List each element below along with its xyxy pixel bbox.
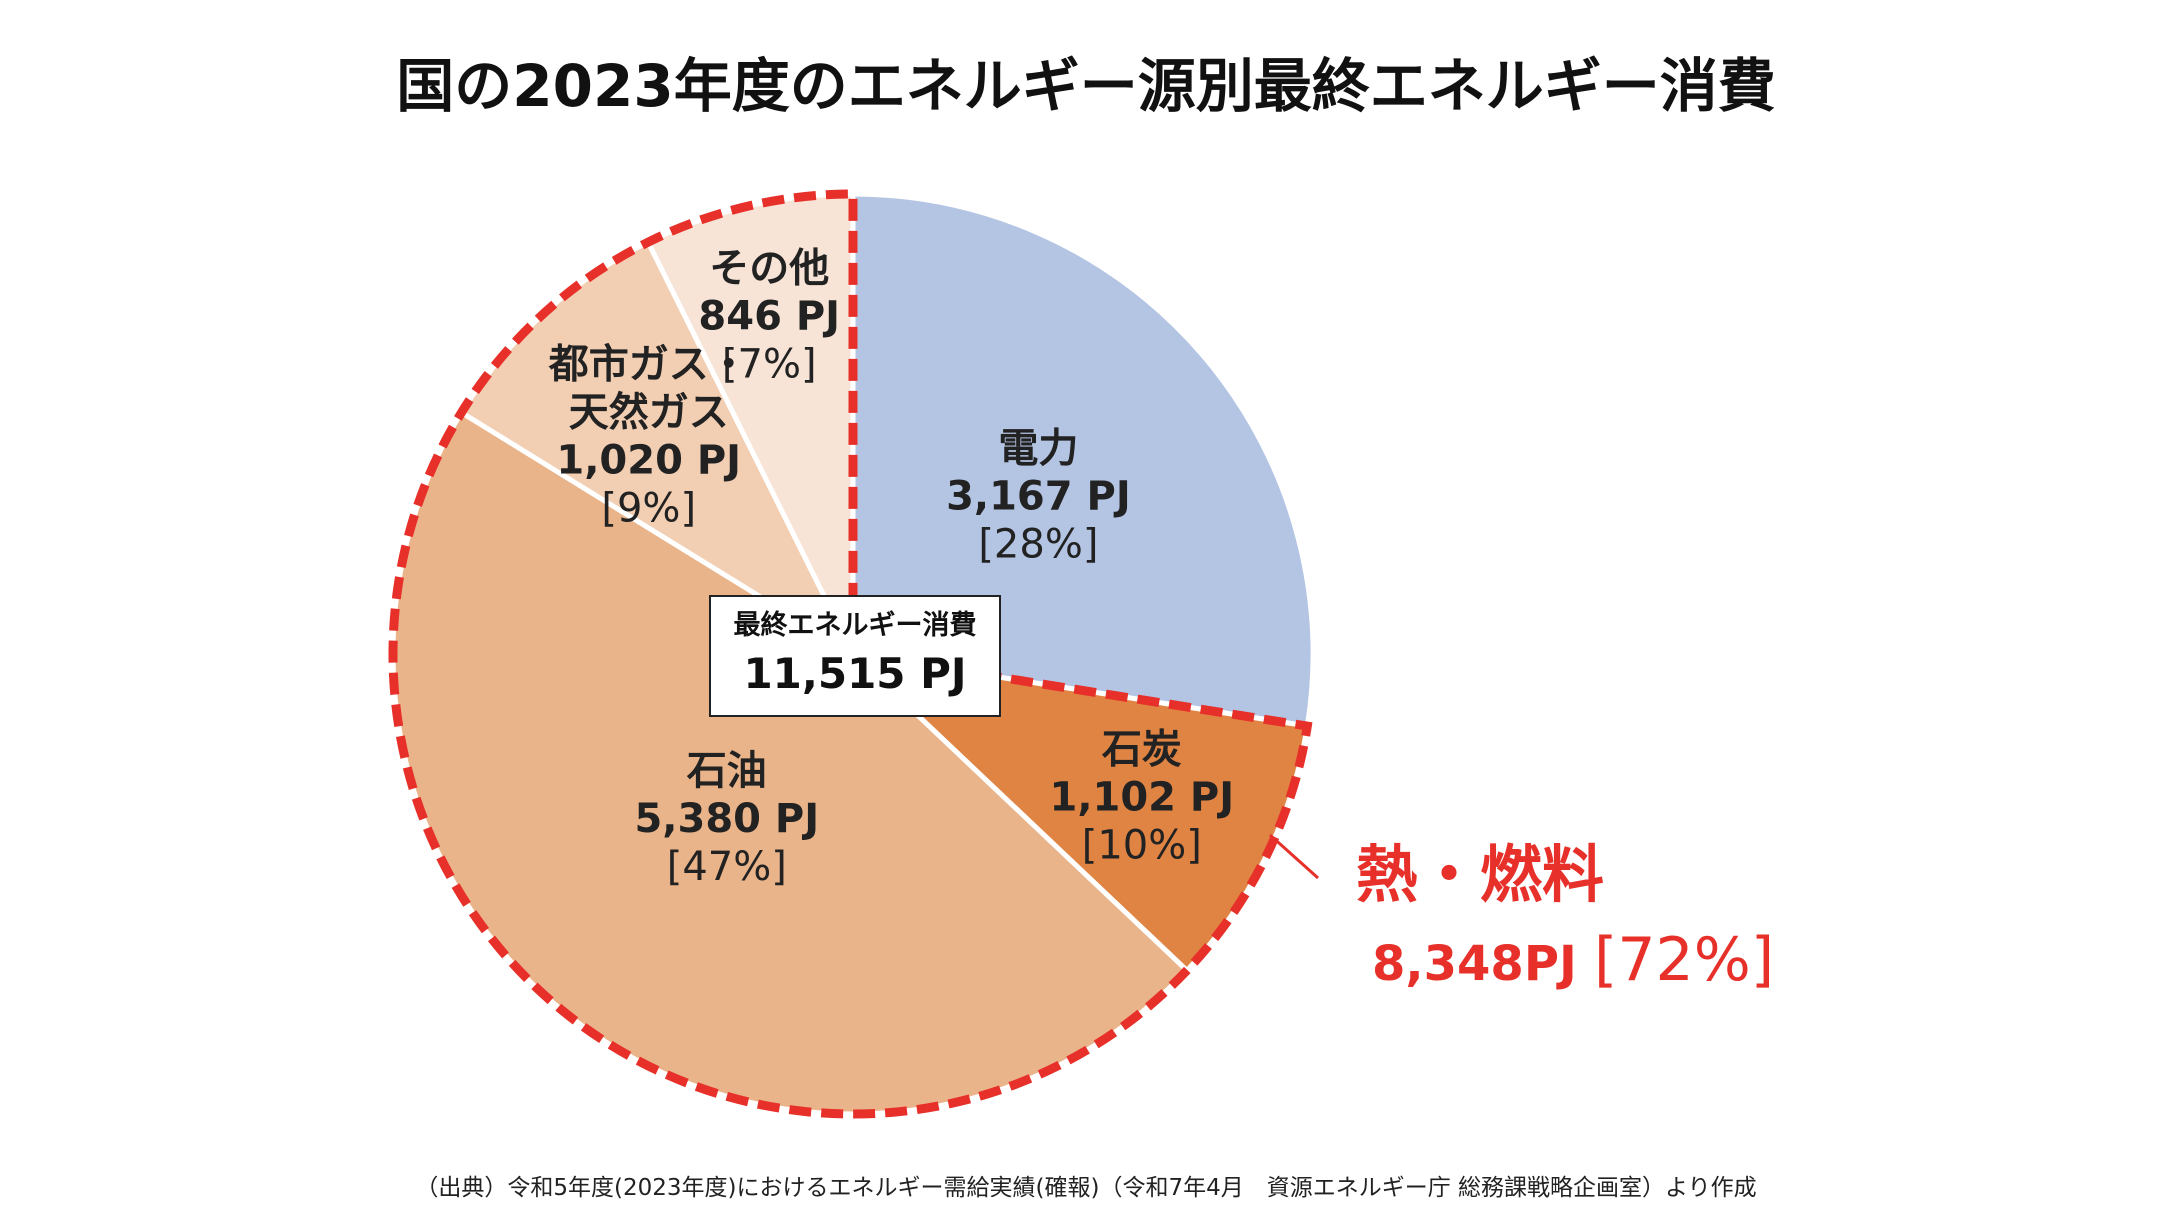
slice-label-line: 石炭 [1102, 726, 1182, 772]
slice-label-line: 3,167 PJ [946, 474, 1131, 520]
slice-label-line: [9%] [601, 485, 696, 531]
slice-label-line: 電力 [998, 426, 1078, 472]
pie-slice-0 [850, 191, 1316, 729]
pie-slices [388, 189, 1316, 1119]
slice-label-4: その他 846 PJ [7%] [698, 246, 840, 388]
total-title: 最終エネルギー消費 [734, 609, 977, 641]
chart-title: 国の2023年度のエネルギー源別最終エネルギー消費 [396, 52, 1775, 120]
slice-label-2: 石油 5,380 PJ [47%] [634, 748, 819, 890]
source-note: （出典）令和5年度(2023年度)におけるエネルギー需給実績(確報)（令和7年4… [415, 1175, 1756, 1201]
callout-value: 8,348PJ [1372, 936, 1577, 992]
callout-value-line: 8,348PJ [72%] [1372, 925, 1774, 995]
callout-title: 熱・燃料 [1356, 838, 1604, 911]
total-box-frame [709, 595, 1001, 717]
highlight-outline [388, 189, 1313, 1119]
slice-label-line: 1,102 PJ [1049, 774, 1234, 820]
slice-label-line: [28%] [978, 522, 1098, 568]
callout-leader-line [1268, 833, 1320, 880]
heat-fuel-callout: 熱・燃料 8,348PJ [72%] [1268, 833, 1774, 995]
slice-label-line: 846 PJ [698, 294, 840, 340]
slice-label-line: [7%] [722, 342, 817, 388]
slice-label-line: 1,020 PJ [556, 437, 741, 483]
slice-label-line: [10%] [1082, 822, 1202, 868]
slice-label-line: 5,380 PJ [634, 796, 819, 842]
slice-label-line: 天然ガス [569, 389, 729, 435]
slice-label-line: [47%] [667, 844, 787, 890]
total-value: 11,515 PJ [743, 649, 966, 698]
slice-label-line: その他 [709, 246, 829, 292]
callout-percent: [72%] [1594, 925, 1774, 995]
pie-labels: 電力 3,167 PJ [28%] 石炭 1,102 PJ [10%] 石油 5,380 PJ… [548, 246, 1234, 891]
slice-label-1: 石炭 1,102 PJ [10%] [1049, 726, 1234, 868]
slice-label-3: 都市ガス・天然ガス 1,020 PJ [9%] [548, 341, 749, 531]
total-box: 最終エネルギー消費 11,515 PJ [709, 595, 1001, 717]
slice-label-0: 電力 3,167 PJ [28%] [946, 426, 1131, 568]
slice-label-line: 石油 [687, 748, 767, 794]
slice-label-line: 都市ガス・ [548, 341, 749, 387]
